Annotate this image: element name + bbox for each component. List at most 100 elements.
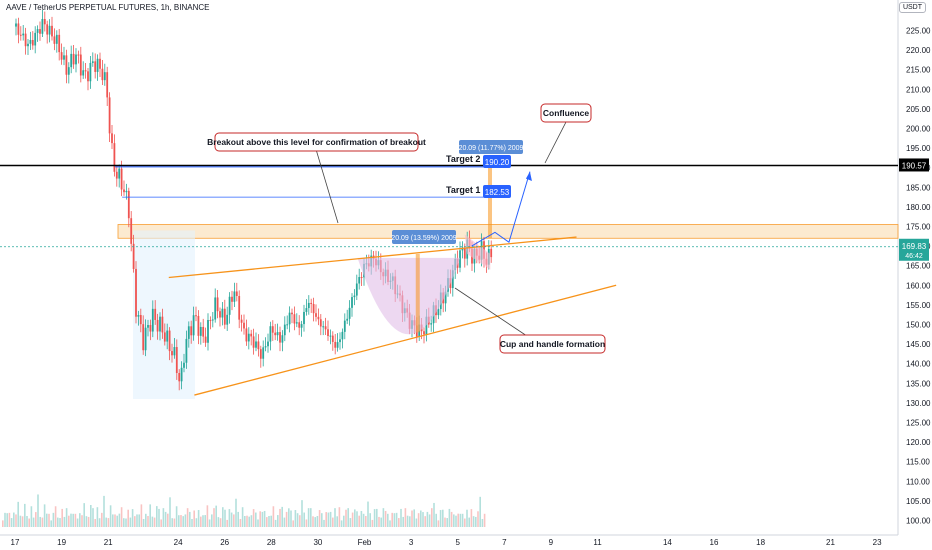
candle-body [24,33,27,47]
candle-body [298,322,301,328]
volume-bar [160,519,162,527]
volume-bar [76,518,79,527]
volume-bar [466,509,468,527]
volume-bar [395,512,398,527]
currency-button[interactable]: USDT [898,2,926,13]
confluence-annotation-box [540,103,592,123]
volume-bar [68,515,70,527]
candle-body [269,326,272,342]
volume-bar [123,518,125,527]
y-tick-label: 125.00 [906,419,931,428]
volume-bar [182,516,184,527]
chart-symbol-title: AAVE / TetherUS PERPETUAL FUTURES, 1h, B… [6,3,210,12]
candle-body [65,55,68,75]
volume-bar [389,520,391,527]
volume-bar [453,514,455,527]
candle-body [154,308,157,320]
volume-bar [239,518,242,527]
candle-body [183,362,185,368]
volume-bar [79,513,81,527]
y-tick-label: 205.00 [906,105,931,114]
candle-body [111,133,113,144]
candle-body [113,143,116,172]
candle-body [58,34,61,53]
candle-body [437,309,440,316]
candle-body [151,308,154,332]
volume-bar [147,516,149,527]
volume-bar [48,513,50,527]
volume-bar [435,513,437,527]
volume-bar [92,508,94,527]
candle-body [41,18,44,34]
y-tick-label: 210.00 [906,85,931,94]
x-tick-label: 26 [220,538,229,547]
volume-bar [32,517,35,527]
x-tick-label: 9 [549,538,554,547]
y-tick-label: 155.00 [906,301,931,310]
candle-body [214,297,217,320]
volume-bar [252,509,255,527]
volume-bar [120,507,123,527]
volume-bar [285,511,288,527]
volume-bar [125,518,127,527]
profile-region [133,230,195,399]
candle-body [70,53,73,68]
volume-bar [211,514,213,527]
candle-body [139,315,142,325]
y-tick-label: 145.00 [906,340,931,349]
volume-bar [19,515,22,527]
candle-body [72,53,75,65]
resistance-zone [117,224,899,239]
volume-bar [101,512,103,527]
candle-body [247,333,250,342]
volume-bar [426,511,429,527]
volume-bar [314,517,316,527]
volume-bar [90,505,92,527]
volume-bar [307,508,310,527]
volume-bar [470,509,473,527]
measure-left-badge [392,230,456,244]
candle-body [187,326,190,339]
candle-body [259,349,262,359]
candle-body [192,315,195,336]
cup-handle-annotation-box [499,334,606,354]
volume-bar [268,516,270,527]
candle-body [51,25,53,37]
volume-bar [442,509,444,527]
candle-body [195,315,197,317]
volume-bar [431,508,433,527]
candle-body [324,326,327,330]
volume-bar [41,517,44,527]
candle-body [291,312,293,315]
volume-bar [15,514,17,527]
volume-bar [299,515,301,527]
candle-body [307,302,310,309]
candle-body [99,58,101,69]
candle-body [295,322,298,324]
volume-bar [343,515,345,527]
volume-bar [318,510,321,527]
y-tick-label: 105.00 [906,497,931,506]
volume-bar [351,512,354,527]
candle-body [120,168,123,190]
candle-body [283,324,286,336]
volume-bar [398,518,400,527]
breakout-annotation-box [214,132,419,152]
candle-body [267,341,269,347]
channel-upper-line [168,236,577,279]
volume-bar [30,506,33,527]
volume-bar [156,506,158,527]
volume-bar [362,513,365,527]
volume-bar [356,511,358,527]
candle-body [144,327,147,351]
volume-bar [437,520,440,527]
candle-body [22,33,25,36]
volume-bar [277,515,279,527]
volume-bar [72,513,74,527]
volume-bar [424,516,426,527]
volume-bar [103,495,105,527]
volume-bar [189,511,191,527]
candle-body [303,311,305,325]
volume-bar [224,509,226,527]
